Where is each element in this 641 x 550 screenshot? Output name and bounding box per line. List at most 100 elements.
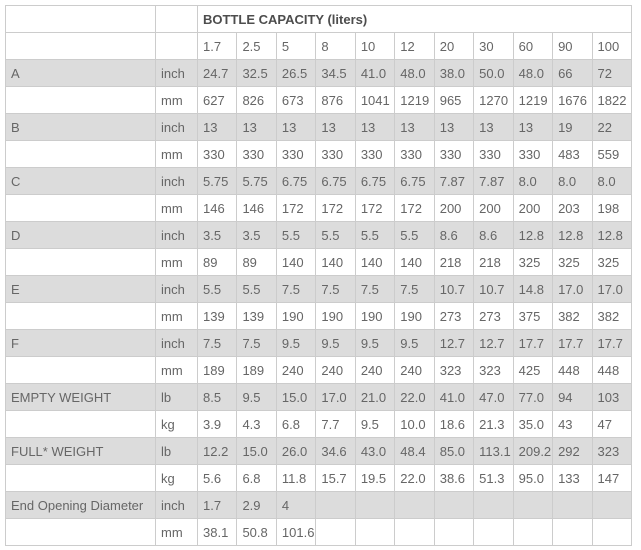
value-cell: 6.8 (236, 464, 277, 492)
value-cell: 21.3 (473, 410, 514, 438)
value-cell: 50.8 (236, 518, 277, 546)
value-cell: 5.5 (315, 221, 356, 249)
value-cell: 3.9 (196, 410, 238, 438)
title-row-empty-label-cell (5, 5, 156, 33)
value-cell: 8.6 (433, 221, 475, 249)
value-cell: 6.75 (315, 167, 356, 195)
value-cell: 139 (236, 302, 277, 330)
value-cell: 47.0 (473, 383, 514, 411)
value-cell: 140 (275, 248, 317, 276)
value-cell: 140 (315, 248, 356, 276)
value-cell: 34.6 (315, 437, 356, 465)
row-unit-cell: inch (155, 167, 198, 195)
value-cell: 12.8 (552, 221, 593, 249)
value-cell: 18.6 (433, 410, 475, 438)
title-row: BOTTLE CAPACITY (liters) (5, 5, 632, 33)
row-unit-cell: lb (155, 383, 198, 411)
value-cell (433, 491, 475, 519)
row-unit-cell: inch (155, 221, 198, 249)
value-cell (315, 518, 356, 546)
value-cell: 43.0 (354, 437, 396, 465)
value-cell: 13 (473, 113, 514, 141)
value-cell: 5.6 (196, 464, 238, 492)
value-cell: 10.0 (394, 410, 435, 438)
value-cell: 7.5 (394, 275, 435, 303)
value-cell: 89 (196, 248, 238, 276)
value-cell: 12.7 (433, 329, 475, 357)
value-cell (591, 491, 633, 519)
value-cell: 323 (433, 356, 475, 384)
value-cell: 9.5 (315, 329, 356, 357)
value-cell: 48.0 (512, 59, 554, 87)
value-cell: 8.0 (512, 167, 554, 195)
value-cell: 200 (433, 194, 475, 222)
value-cell: 24.7 (196, 59, 238, 87)
value-cell: 425 (512, 356, 554, 384)
value-cell: 7.5 (236, 329, 277, 357)
capacity-header-row: 1.7 2.5 5 8 10 12 20 30 60 90 100 (5, 32, 633, 60)
row-unit-cell: inch (155, 113, 198, 141)
value-cell: 12.7 (473, 329, 514, 357)
row-unit-cell: mm (155, 248, 198, 276)
value-cell: 22 (591, 113, 633, 141)
value-cell (512, 491, 554, 519)
row-label-cell: D (5, 221, 156, 249)
value-cell (473, 518, 514, 546)
value-cell: 330 (236, 140, 277, 168)
bottle-capacity-table: BOTTLE CAPACITY (liters) 1.7 2.5 5 8 10 12 20 3… (5, 5, 633, 546)
value-cell: 21.0 (354, 383, 396, 411)
value-cell: 1.7 (196, 491, 238, 519)
value-cell: 209.2 (512, 437, 554, 465)
value-cell: 5.75 (196, 167, 238, 195)
title-row-empty-unit-cell (155, 5, 198, 33)
table-row: End Opening Diameter inch 1.7 2.9 4 (5, 491, 633, 519)
value-cell: 17.0 (315, 383, 356, 411)
table-row: mm 146 146 172 172 172 172 200 200 200 203 198 (5, 194, 633, 222)
row-unit-cell: mm (155, 356, 198, 384)
value-cell: 19 (552, 113, 593, 141)
row-label-cell (5, 356, 156, 384)
value-cell: 17.7 (552, 329, 593, 357)
value-cell: 5.5 (196, 275, 238, 303)
row-label-cell: F (5, 329, 156, 357)
value-cell: 10.7 (433, 275, 475, 303)
value-cell: 9.5 (354, 410, 396, 438)
row-unit-cell: mm (155, 302, 198, 330)
value-cell: 12.8 (591, 221, 633, 249)
value-cell: 41.0 (433, 383, 475, 411)
value-cell: 5.75 (236, 167, 277, 195)
value-cell: 172 (354, 194, 396, 222)
value-cell: 66 (552, 59, 593, 87)
row-label-cell: E (5, 275, 156, 303)
capacity-header-cell: 8 (315, 32, 356, 60)
value-cell: 3.5 (236, 221, 277, 249)
value-cell: 139 (196, 302, 238, 330)
capacity-row-empty-unit-cell (155, 32, 198, 60)
value-cell: 17.7 (591, 329, 633, 357)
value-cell: 9.5 (275, 329, 317, 357)
value-cell: 189 (196, 356, 238, 384)
value-cell: 22.0 (394, 383, 435, 411)
value-cell: 273 (433, 302, 475, 330)
row-label-cell (5, 194, 156, 222)
value-cell: 6.8 (275, 410, 317, 438)
value-cell: 4 (275, 491, 317, 519)
table-row: mm 89 89 140 140 140 140 218 218 325 325 325 (5, 248, 633, 276)
value-cell: 559 (591, 140, 633, 168)
value-cell: 323 (591, 437, 633, 465)
value-cell: 189 (236, 356, 277, 384)
value-cell: 8.0 (591, 167, 633, 195)
row-unit-cell: mm (155, 518, 198, 546)
value-cell: 6.75 (394, 167, 435, 195)
capacity-header-cell: 20 (433, 32, 475, 60)
value-cell: 13 (275, 113, 317, 141)
row-unit-cell: mm (155, 140, 198, 168)
value-cell: 51.3 (473, 464, 514, 492)
value-cell: 3.5 (196, 221, 238, 249)
value-cell: 17.0 (591, 275, 633, 303)
value-cell: 140 (354, 248, 396, 276)
